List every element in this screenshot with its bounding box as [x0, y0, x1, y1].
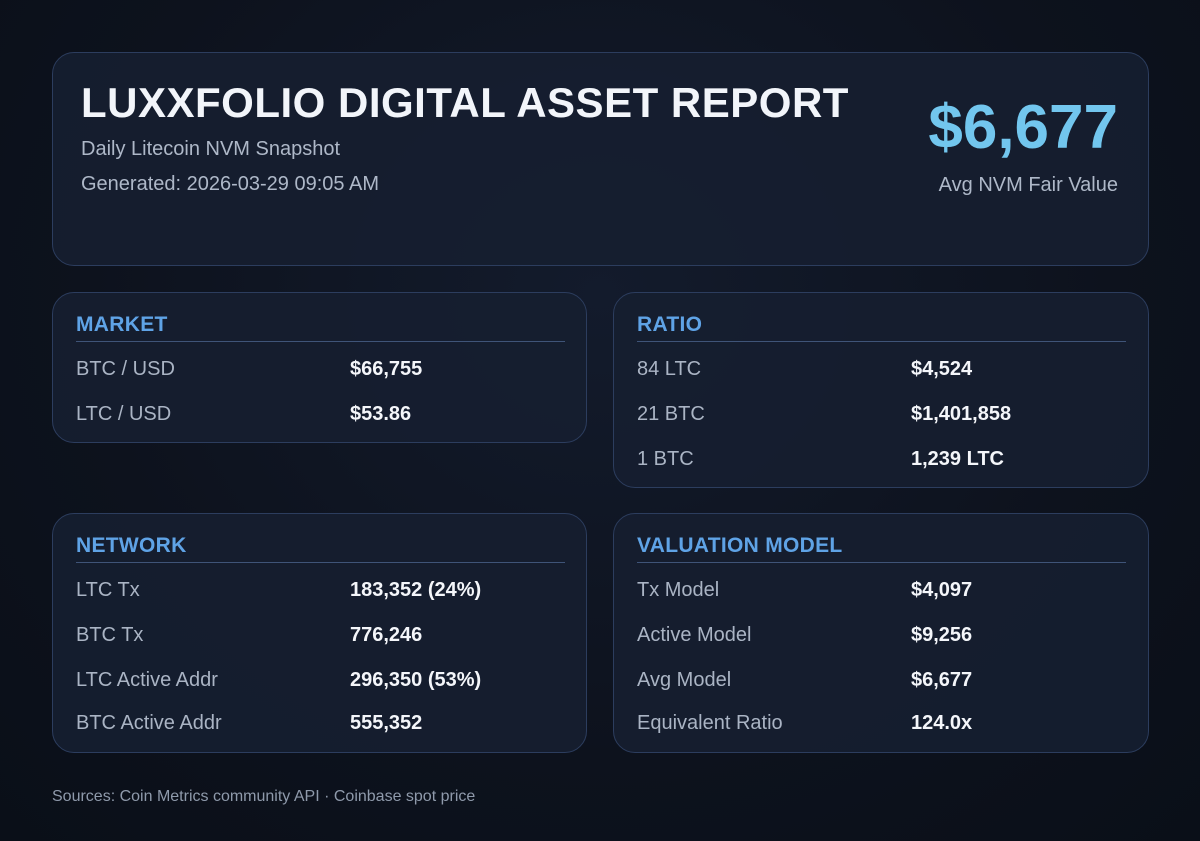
valuation-section-title: VALUATION MODEL	[637, 534, 1126, 563]
valuation-row-value: $6,677	[911, 669, 973, 691]
valuation-row-label: Avg Model	[637, 669, 732, 691]
network-row-value: 183,352 (24%)	[350, 579, 482, 601]
valuation-row-value: $4,097	[911, 579, 973, 601]
network-row-value: 555,352	[350, 712, 423, 734]
ratio-section-title: RATIO	[637, 313, 1126, 342]
network-row-label: BTC Tx	[76, 624, 144, 646]
footer-sources: Sources: Coin Metrics community API · Co…	[52, 788, 476, 805]
network-row-label: LTC Active Addr	[76, 669, 218, 691]
valuation-row-label: Equivalent Ratio	[637, 712, 783, 734]
ratio-row-label: 84 LTC	[637, 358, 702, 380]
network-section-title: NETWORK	[76, 534, 565, 563]
valuation-row-label: Tx Model	[637, 579, 720, 601]
market-section-title: MARKET	[76, 313, 565, 342]
valuation-row-label: Active Model	[637, 624, 752, 646]
ratio-row-label: 21 BTC	[637, 403, 705, 425]
network-row-value: 776,246	[350, 624, 423, 646]
network-row-value: 296,350 (53%)	[350, 669, 482, 691]
market-row-label: BTC / USD	[76, 358, 175, 380]
ratio-row-value: $1,401,858	[911, 403, 1012, 425]
avg-nvm-fair-value-caption: Avg NVM Fair Value	[938, 174, 1118, 196]
network-row-label: LTC Tx	[76, 579, 140, 601]
valuation-row-value: $9,256	[911, 624, 973, 646]
report-subtitle: Daily Litecoin NVM Snapshot	[81, 138, 341, 160]
market-row-label: LTC / USD	[76, 403, 172, 425]
market-row-value: $66,755	[350, 358, 423, 380]
ratio-card: RATIO 84 LTC $4,524 21 BTC $1,401,858 1 …	[613, 292, 1149, 488]
generated-timestamp: Generated: 2026-03-29 09:05 AM	[81, 173, 379, 195]
report-header-card: LUXXFOLIO DIGITAL ASSET REPORT Daily Lit…	[52, 52, 1149, 266]
market-row-value: $53.86	[350, 403, 412, 425]
avg-nvm-fair-value: $6,677	[928, 93, 1118, 162]
report-title: LUXXFOLIO DIGITAL ASSET REPORT	[81, 79, 849, 126]
network-row-label: BTC Active Addr	[76, 712, 222, 734]
ratio-row-value: 1,239 LTC	[911, 448, 1004, 470]
market-card: MARKET BTC / USD $66,755 LTC / USD $53.8…	[52, 292, 587, 443]
ratio-row-label: 1 BTC	[637, 448, 694, 470]
valuation-row-value: 124.0x	[911, 712, 973, 734]
network-card: NETWORK LTC Tx 183,352 (24%) BTC Tx 776,…	[52, 513, 587, 753]
valuation-model-card: VALUATION MODEL Tx Model $4,097 Active M…	[613, 513, 1149, 753]
ratio-row-value: $4,524	[911, 358, 973, 380]
